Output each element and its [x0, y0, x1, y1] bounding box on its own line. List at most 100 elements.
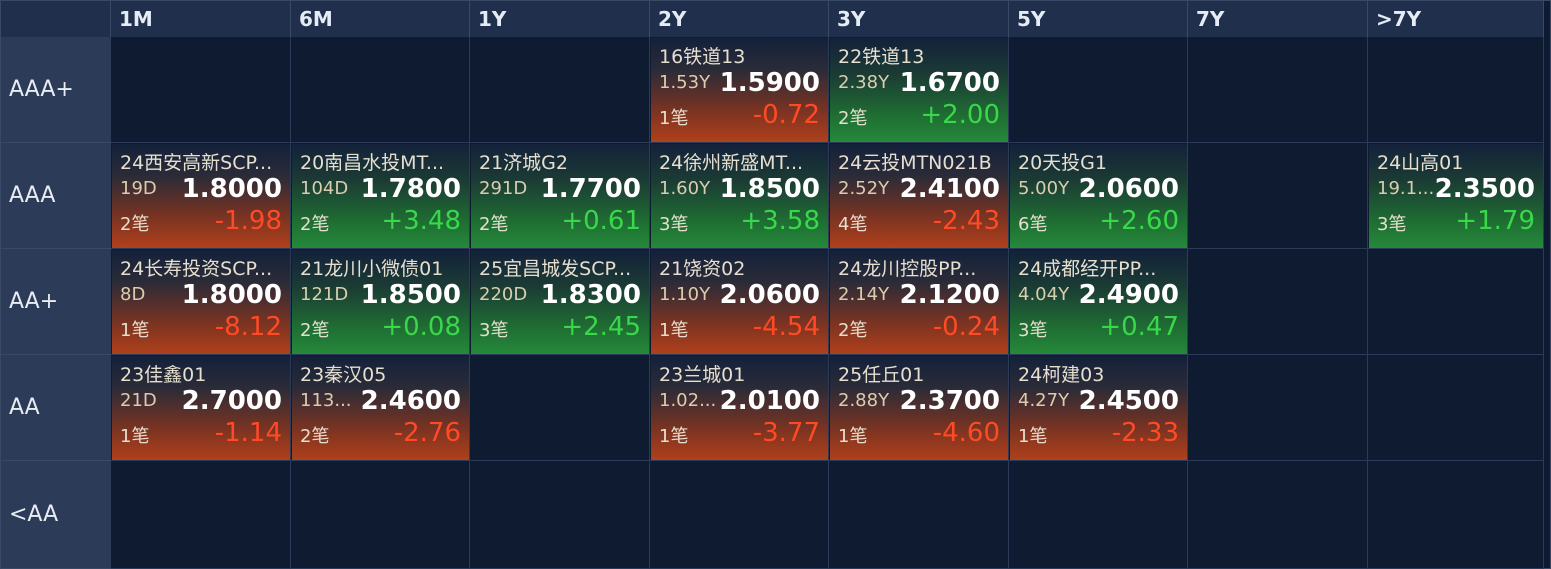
column-header-5[interactable]: 5Y [1009, 1, 1188, 37]
trade-count: 3笔 [1377, 214, 1407, 235]
bond-card[interactable]: 24龙川控股PP... 2.14Y 2.1200 2笔 -0.24 [830, 250, 1008, 354]
bond-card[interactable]: 23佳鑫01 21D 2.7000 1笔 -1.14 [112, 356, 290, 460]
grid-cell [291, 461, 470, 569]
yield-change: +2.45 [561, 312, 641, 342]
bond-name: 21济城G2 [479, 152, 568, 174]
bond-name: 23佳鑫01 [120, 364, 207, 386]
trade-count: 3笔 [1018, 320, 1048, 341]
grid-cell [1368, 37, 1544, 143]
bond-yield: 2.0600 [1078, 174, 1179, 204]
yield-change: +2.60 [1099, 206, 1179, 236]
grid-cell [470, 461, 650, 569]
trade-count: 2笔 [300, 320, 330, 341]
trade-count: 3笔 [659, 214, 689, 235]
bond-term: 19D [120, 178, 157, 199]
yield-change: -4.54 [752, 312, 820, 342]
bond-card[interactable]: 24西安高新SCP... 19D 1.8000 2笔 -1.98 [112, 144, 290, 248]
header-corner [1, 1, 111, 37]
bond-term: 4.27Y [1018, 390, 1070, 411]
bond-card[interactable]: 16铁道13 1.53Y 1.5900 1笔 -0.72 [651, 38, 828, 142]
bond-card[interactable]: 24成都经开PP... 4.04Y 2.4900 3笔 +0.47 [1010, 250, 1187, 354]
bond-yield: 1.6700 [899, 68, 1000, 98]
bond-term: 21D [120, 390, 157, 411]
bond-name: 21龙川小微债01 [300, 258, 444, 280]
trade-count: 6笔 [1018, 214, 1048, 235]
bond-card[interactable]: 21龙川小微债01 121D 1.8500 2笔 +0.08 [292, 250, 469, 354]
bond-name: 24龙川控股PP... [838, 258, 977, 280]
grid-cell [1188, 249, 1368, 355]
column-header-2[interactable]: 1Y [470, 1, 650, 37]
grid-cell [111, 37, 291, 143]
column-header-0[interactable]: 1M [111, 1, 291, 37]
grid-cell [1368, 355, 1544, 461]
bond-term: 8D [120, 284, 146, 305]
column-header-7[interactable]: >7Y [1368, 1, 1544, 37]
bond-card[interactable]: 21饶资02 1.10Y 2.0600 1笔 -4.54 [651, 250, 828, 354]
trade-count: 2笔 [838, 320, 868, 341]
bond-card[interactable]: 24云投MTN021B 2.52Y 2.4100 4笔 -2.43 [830, 144, 1008, 248]
yield-change: -0.72 [752, 100, 820, 130]
bond-card[interactable]: 24徐州新盛MT... 1.60Y 1.8500 3笔 +3.58 [651, 144, 828, 248]
bond-card[interactable]: 21济城G2 291D 1.7700 2笔 +0.61 [471, 144, 649, 248]
bond-card[interactable]: 25任丘01 2.88Y 2.3700 1笔 -4.60 [830, 356, 1008, 460]
trade-count: 2笔 [300, 426, 330, 447]
bond-yield: 1.8500 [719, 174, 820, 204]
bond-yield: 2.3500 [1434, 174, 1535, 204]
yield-change: +0.61 [561, 206, 641, 236]
bond-card[interactable]: 25宜昌城发SCP... 220D 1.8300 3笔 +2.45 [471, 250, 649, 354]
bond-card[interactable]: 24柯建03 4.27Y 2.4500 1笔 -2.33 [1010, 356, 1187, 460]
yield-change: -1.14 [214, 418, 282, 448]
bond-yield: 1.5900 [719, 68, 820, 98]
yield-change: +2.00 [920, 100, 1000, 130]
bond-card[interactable]: 24长寿投资SCP... 8D 1.8000 1笔 -8.12 [112, 250, 290, 354]
trade-count: 1笔 [659, 108, 689, 129]
bond-card[interactable]: 23秦汉05 113... 2.4600 2笔 -2.76 [292, 356, 469, 460]
trade-count: 1笔 [838, 426, 868, 447]
bond-term: 5.00Y [1018, 178, 1070, 199]
bond-name: 24柯建03 [1018, 364, 1105, 386]
yield-change: -8.12 [214, 312, 282, 342]
bond-name: 25宜昌城发SCP... [479, 258, 632, 280]
grid-cell [1009, 461, 1188, 569]
column-header-3[interactable]: 2Y [650, 1, 829, 37]
trade-count: 2笔 [300, 214, 330, 235]
trade-count: 2笔 [479, 214, 509, 235]
grid-cell [1188, 37, 1368, 143]
grid-cell [829, 461, 1009, 569]
row-label-1: AAA [1, 143, 111, 249]
bond-term: 104D [300, 178, 349, 199]
bond-card[interactable]: 23兰城01 1.02... 2.0100 1笔 -3.77 [651, 356, 828, 460]
bond-name: 24成都经开PP... [1018, 258, 1157, 280]
grid-cell [1368, 249, 1544, 355]
bond-name: 24山高01 [1377, 152, 1464, 174]
bond-yield: 2.1200 [899, 280, 1000, 310]
bond-yield: 1.8300 [540, 280, 641, 310]
bond-term: 4.04Y [1018, 284, 1070, 305]
bond-card[interactable]: 20南昌水投MT... 104D 1.7800 2笔 +3.48 [292, 144, 469, 248]
bond-card[interactable]: 24山高01 19.1... 2.3500 3笔 +1.79 [1369, 144, 1543, 248]
column-header-4[interactable]: 3Y [829, 1, 1009, 37]
bond-name: 23兰城01 [659, 364, 746, 386]
grid-cell [291, 37, 470, 143]
yield-change: +0.08 [381, 312, 461, 342]
trade-count: 3笔 [479, 320, 509, 341]
bond-yield: 1.7800 [360, 174, 461, 204]
bond-card[interactable]: 20天投G1 5.00Y 2.0600 6笔 +2.60 [1010, 144, 1187, 248]
column-header-6[interactable]: 7Y [1188, 1, 1368, 37]
grid-cell [111, 461, 291, 569]
bond-term: 113... [300, 390, 352, 411]
bond-name: 25任丘01 [838, 364, 925, 386]
bond-yield: 1.8500 [360, 280, 461, 310]
trade-count: 2笔 [120, 214, 150, 235]
bond-yield: 2.4600 [360, 386, 461, 416]
bond-card[interactable]: 22铁道13 2.38Y 1.6700 2笔 +2.00 [830, 38, 1008, 142]
row-label-0: AAA+ [1, 37, 111, 143]
grid-cell [470, 37, 650, 143]
column-header-1[interactable]: 6M [291, 1, 470, 37]
bond-term: 1.53Y [659, 72, 711, 93]
grid-cell [650, 461, 829, 569]
bond-yield: 1.7700 [540, 174, 641, 204]
bond-term: 1.02... [659, 390, 717, 411]
bond-name: 20南昌水投MT... [300, 152, 445, 174]
row-label-3: AA [1, 355, 111, 461]
